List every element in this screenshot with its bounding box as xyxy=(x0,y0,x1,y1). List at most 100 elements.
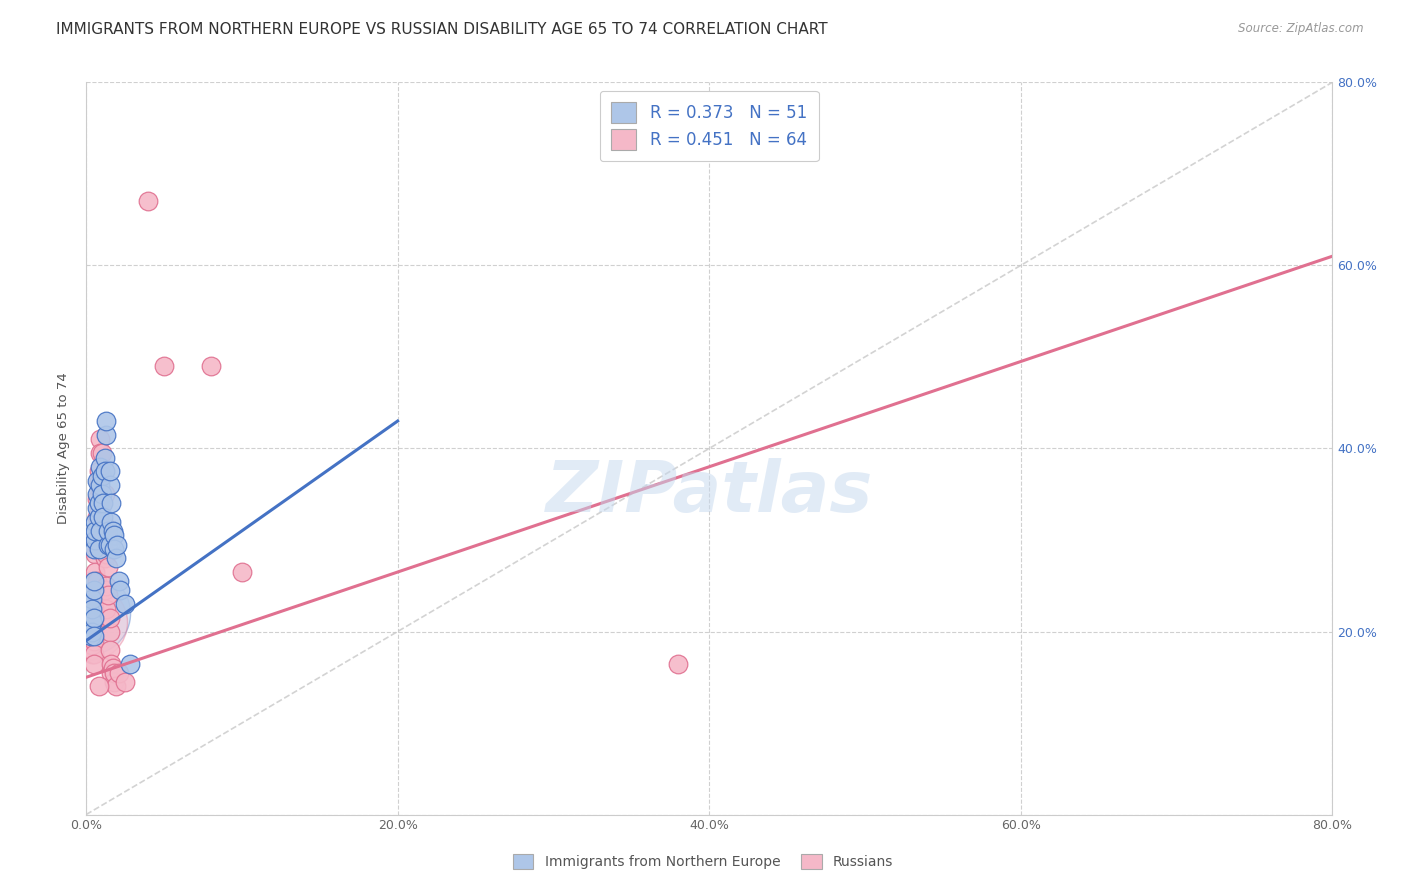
Point xyxy=(94,487,117,501)
Point xyxy=(77,597,100,611)
Point xyxy=(138,194,160,209)
Point xyxy=(114,597,136,611)
Point xyxy=(83,601,105,615)
Point xyxy=(83,583,105,598)
Point xyxy=(94,551,117,566)
Point xyxy=(86,538,108,552)
Point xyxy=(96,601,118,615)
Point xyxy=(98,464,121,478)
Point xyxy=(84,515,107,529)
Point xyxy=(89,483,111,497)
Point xyxy=(97,524,120,538)
Point xyxy=(103,528,125,542)
Point xyxy=(83,611,105,625)
Point xyxy=(89,446,111,460)
Point xyxy=(83,574,105,589)
Point xyxy=(80,620,103,634)
Point xyxy=(153,359,176,373)
Point xyxy=(96,547,118,561)
Point xyxy=(84,592,107,607)
Point xyxy=(77,606,100,620)
Point xyxy=(80,606,103,620)
Point xyxy=(200,359,222,373)
Point xyxy=(84,565,107,579)
Point xyxy=(98,478,121,492)
Point xyxy=(114,674,136,689)
Point xyxy=(96,528,118,542)
Point xyxy=(96,579,118,593)
Point xyxy=(86,500,108,515)
Point xyxy=(100,665,122,680)
Point xyxy=(100,515,122,529)
Legend: Immigrants from Northern Europe, Russians: Immigrants from Northern Europe, Russian… xyxy=(506,847,900,876)
Point xyxy=(83,657,105,671)
Point xyxy=(103,665,125,680)
Point xyxy=(94,519,117,533)
Point xyxy=(108,665,131,680)
Point xyxy=(91,524,114,538)
Point xyxy=(82,624,104,639)
Point xyxy=(77,611,100,625)
Point xyxy=(86,474,108,488)
Point xyxy=(86,574,108,589)
Point xyxy=(80,642,103,657)
Point xyxy=(84,611,107,625)
Point xyxy=(94,583,117,598)
Point xyxy=(104,551,127,566)
Text: ZIPatlas: ZIPatlas xyxy=(546,458,873,527)
Text: Source: ZipAtlas.com: Source: ZipAtlas.com xyxy=(1239,22,1364,36)
Point xyxy=(89,433,111,447)
Point xyxy=(82,629,104,643)
Point xyxy=(89,478,111,492)
Point xyxy=(98,624,121,639)
Point xyxy=(104,680,127,694)
Point xyxy=(86,487,108,501)
Point xyxy=(98,538,121,552)
Point xyxy=(80,601,103,615)
Point xyxy=(84,547,107,561)
Point xyxy=(87,524,110,538)
Point xyxy=(108,574,131,589)
Point xyxy=(80,629,103,643)
Point xyxy=(90,487,112,501)
Point xyxy=(105,538,128,552)
Point xyxy=(90,469,112,483)
Point xyxy=(82,601,104,615)
Point xyxy=(86,491,108,506)
Point xyxy=(90,496,112,510)
Point xyxy=(101,524,124,538)
Point xyxy=(87,680,110,694)
Point xyxy=(118,657,141,671)
Point xyxy=(80,611,103,625)
Point xyxy=(82,592,104,607)
Point xyxy=(94,464,117,478)
Point xyxy=(87,496,110,510)
Y-axis label: Disability Age 65 to 74: Disability Age 65 to 74 xyxy=(58,373,70,524)
Point xyxy=(103,674,125,689)
Point xyxy=(87,542,110,557)
Point xyxy=(82,638,104,652)
Point xyxy=(96,427,118,442)
Point xyxy=(82,615,104,630)
Point xyxy=(97,538,120,552)
Point xyxy=(87,474,110,488)
Point xyxy=(87,464,110,478)
Text: IMMIGRANTS FROM NORTHERN EUROPE VS RUSSIAN DISABILITY AGE 65 TO 74 CORRELATION C: IMMIGRANTS FROM NORTHERN EUROPE VS RUSSI… xyxy=(56,22,828,37)
Point xyxy=(98,611,121,625)
Point xyxy=(82,620,104,634)
Point xyxy=(83,648,105,662)
Point xyxy=(84,524,107,538)
Point xyxy=(86,524,108,538)
Point xyxy=(91,533,114,547)
Point xyxy=(80,629,103,643)
Legend: R = 0.373   N = 51, R = 0.451   N = 64: R = 0.373 N = 51, R = 0.451 N = 64 xyxy=(599,91,818,161)
Point xyxy=(91,496,114,510)
Point xyxy=(84,528,107,542)
Point xyxy=(89,524,111,538)
Point xyxy=(97,560,120,574)
Point xyxy=(96,414,118,428)
Point xyxy=(83,629,105,643)
Point xyxy=(82,648,104,662)
Point xyxy=(90,446,112,460)
Point xyxy=(98,642,121,657)
